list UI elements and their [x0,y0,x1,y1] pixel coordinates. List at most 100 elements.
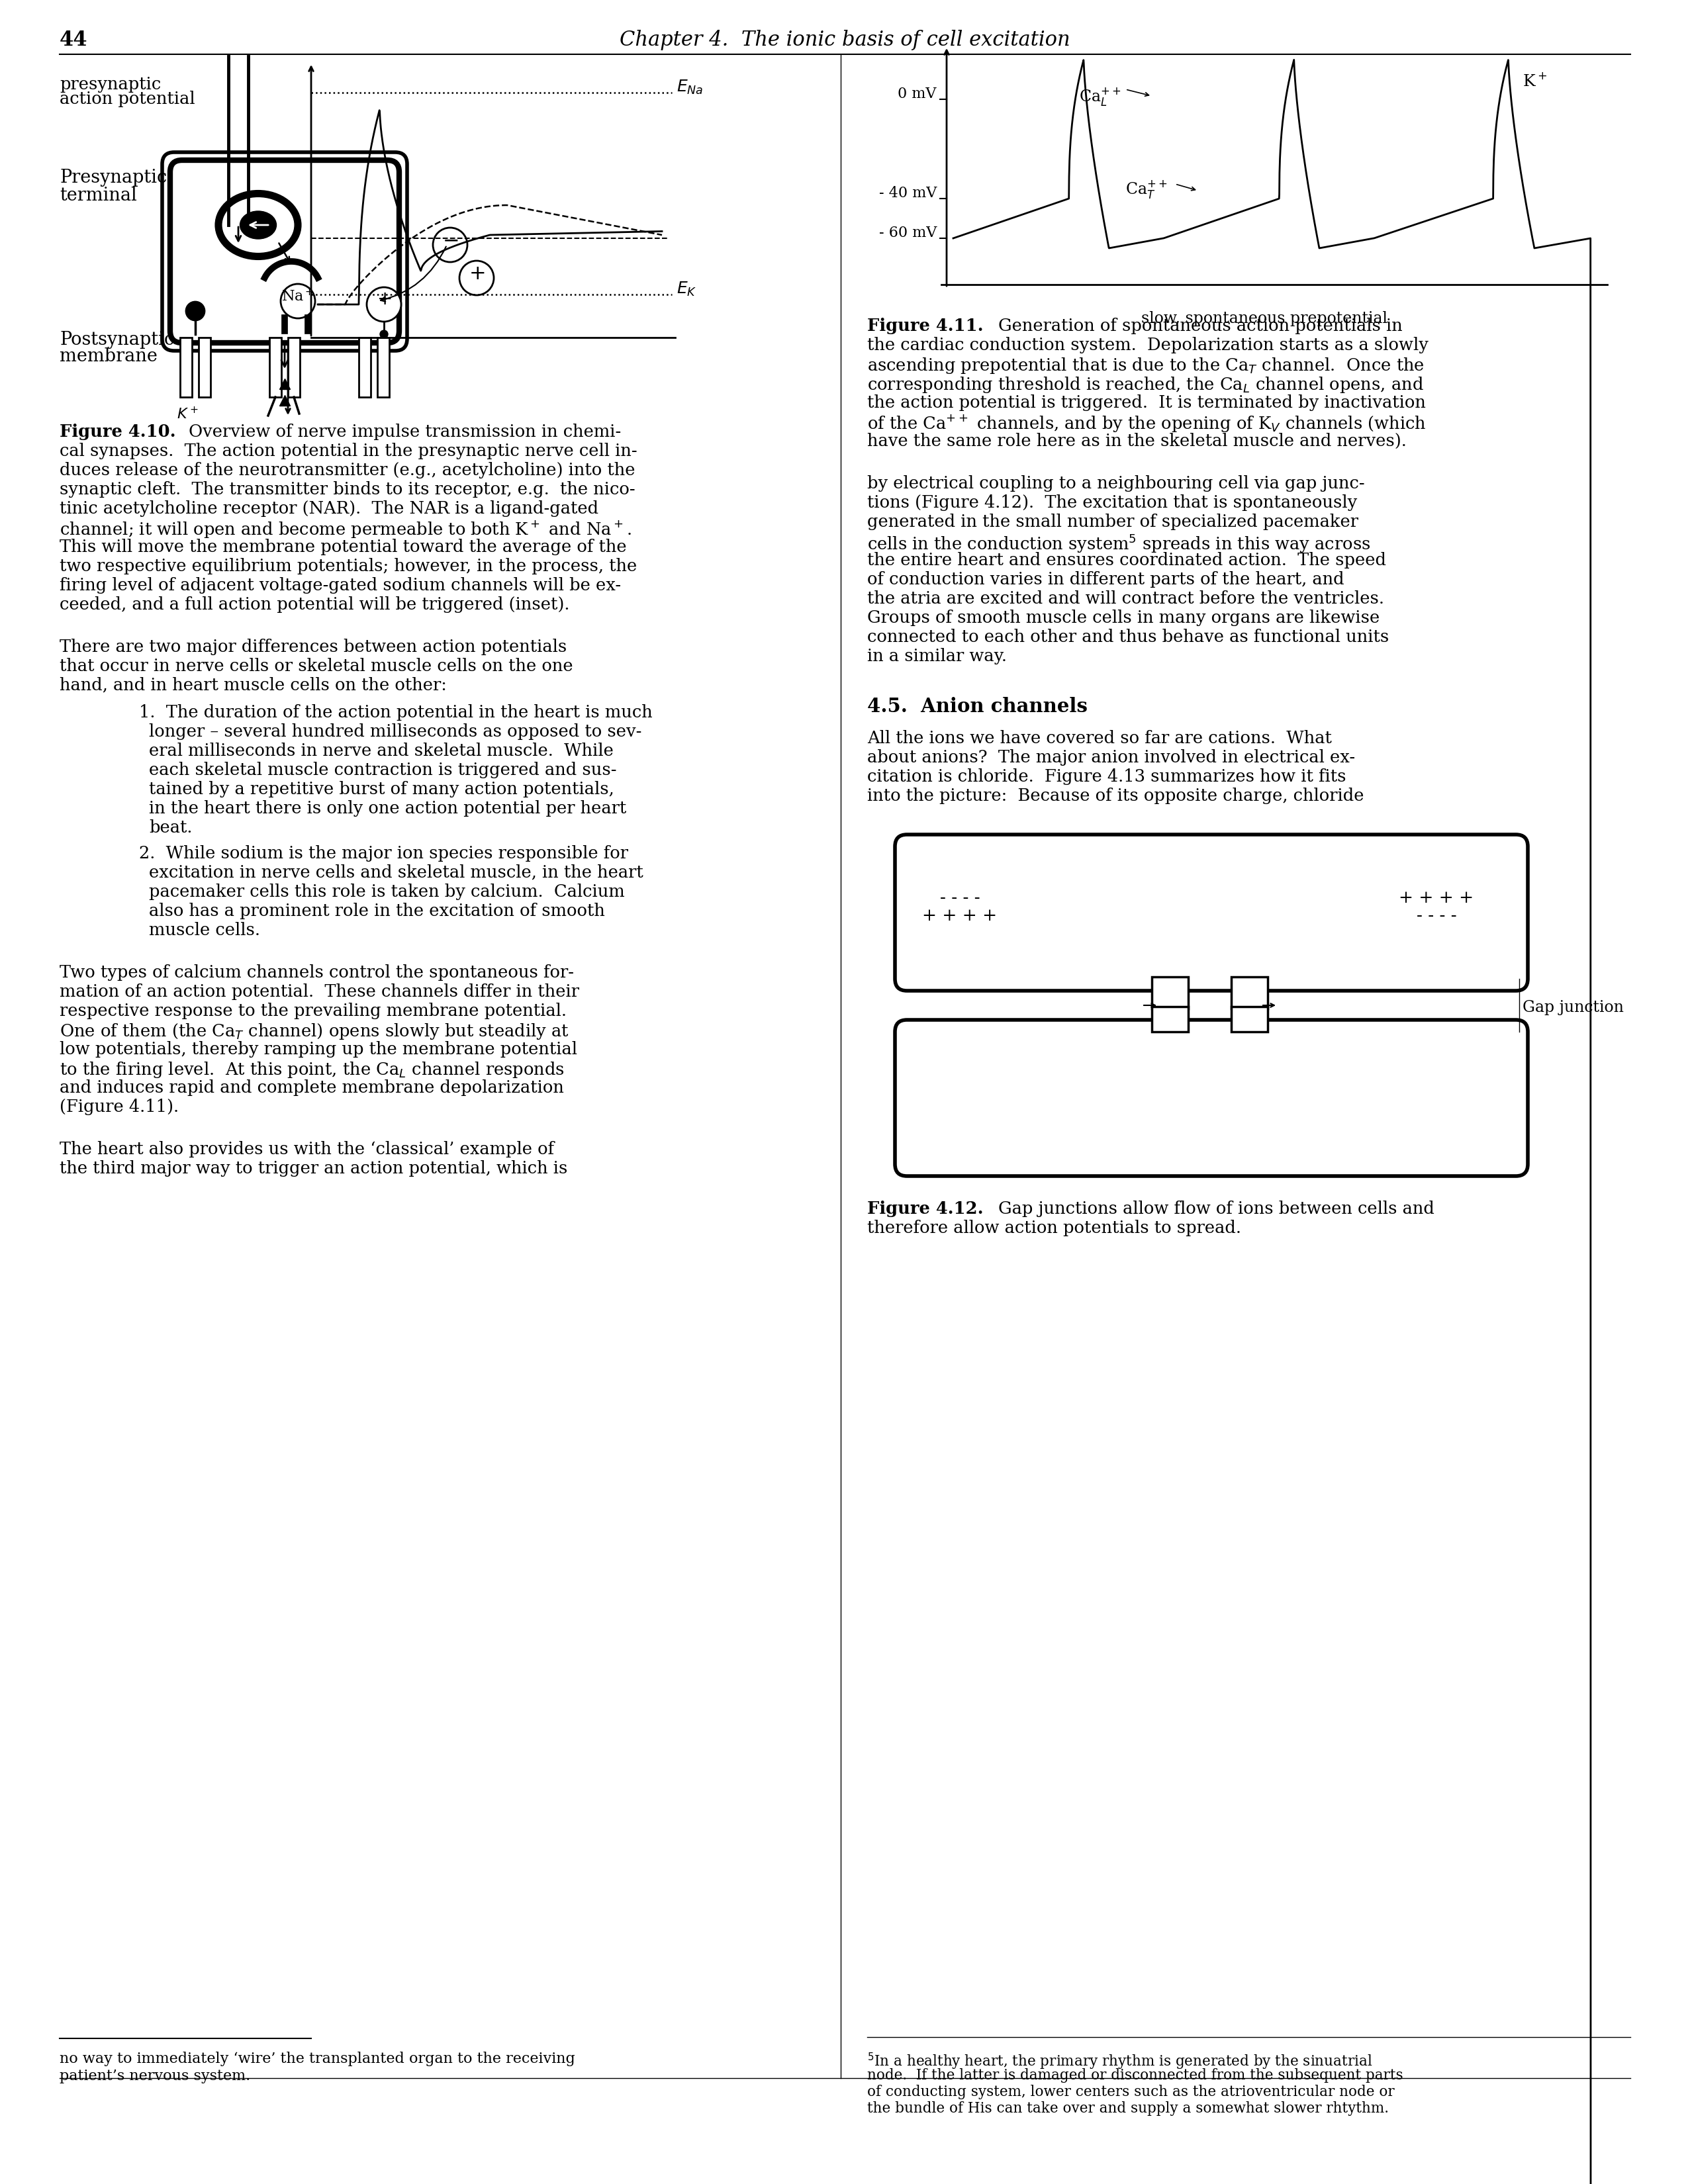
Text: tained by a repetitive burst of many action potentials,: tained by a repetitive burst of many act… [149,782,613,797]
Ellipse shape [240,212,277,238]
Text: $+$: $+$ [468,262,485,284]
Text: 2.  While sodium is the major ion species responsible for: 2. While sodium is the major ion species… [139,845,629,863]
Bar [1153,976,1188,1009]
Text: $-$: $-$ [443,229,458,251]
Text: by electrical coupling to a neighbouring cell via gap junc-: by electrical coupling to a neighbouring… [867,476,1366,491]
Text: Figure 4.10.: Figure 4.10. [59,424,188,441]
Text: tinic acetylcholine receptor (NAR).  The NAR is a ligand-gated: tinic acetylcholine receptor (NAR). The … [59,500,598,518]
Text: mation of an action potential.  These channels differ in their: mation of an action potential. These cha… [59,983,580,1000]
Text: have the same role here as in the skeletal muscle and nerves).: have the same role here as in the skelet… [867,432,1406,450]
Text: low potentials, thereby ramping up the membrane potential: low potentials, thereby ramping up the m… [59,1042,578,1057]
Text: Gap junction: Gap junction [1523,1000,1624,1016]
Text: Presynaptic: Presynaptic [59,168,167,186]
Text: the bundle of His can take over and supply a somewhat slower rhtythm.: the bundle of His can take over and supp… [867,2101,1389,2116]
Text: $E_K$: $E_K$ [676,280,696,297]
Text: $^5$In a healthy heart, the primary rhythm is generated by the sinuatrial: $^5$In a healthy heart, the primary rhyt… [867,2051,1372,2073]
Bar [199,339,211,397]
Text: hand, and in heart muscle cells on the other:: hand, and in heart muscle cells on the o… [59,677,446,695]
Text: into the picture:  Because of its opposite charge, chloride: into the picture: Because of its opposit… [867,788,1364,804]
Circle shape [433,227,468,262]
Text: of conduction varies in different parts of the heart, and: of conduction varies in different parts … [867,572,1344,587]
Text: ceeded, and a full action potential will be triggered (inset).: ceeded, and a full action potential will… [59,596,570,614]
Text: muscle cells.: muscle cells. [149,922,260,939]
Text: cal synapses.  The action potential in the presynaptic nerve cell in-: cal synapses. The action potential in th… [59,443,637,459]
Text: - 40 mV: - 40 mV [879,186,936,201]
Text: membrane: membrane [59,347,157,365]
Text: + + + +: + + + + [923,906,997,924]
Text: of the Ca$^{++}$ channels, and by the opening of K$_V$ channels (which: of the Ca$^{++}$ channels, and by the op… [867,413,1426,435]
Text: generated in the small number of specialized pacemaker: generated in the small number of special… [867,513,1359,531]
Bar [287,339,299,397]
Text: to the firing level.  At this point, the Ca$_L$ channel responds: to the firing level. At this point, the … [59,1059,564,1079]
Text: about anions?  The major anion involved in electrical ex-: about anions? The major anion involved i… [867,749,1355,767]
Text: firing level of adjacent voltage-gated sodium channels will be ex-: firing level of adjacent voltage-gated s… [59,577,620,594]
FancyBboxPatch shape [896,834,1528,992]
Text: K$^+$: K$^+$ [1523,72,1546,90]
Text: each skeletal muscle contraction is triggered and sus-: each skeletal muscle contraction is trig… [149,762,617,778]
Text: slow, spontaneous prepotential: slow, spontaneous prepotential [1141,310,1387,325]
Text: All the ions we have covered so far are cations.  What: All the ions we have covered so far are … [867,729,1332,747]
FancyBboxPatch shape [896,1020,1528,1175]
Text: $K^+$: $K^+$ [176,406,198,422]
Text: the action potential is triggered.  It is terminated by inactivation: the action potential is triggered. It is… [867,395,1426,411]
Text: Gap junctions allow flow of ions between cells and: Gap junctions allow flow of ions between… [999,1201,1435,1216]
Text: eral milliseconds in nerve and skeletal muscle.  While: eral milliseconds in nerve and skeletal … [149,743,613,760]
Text: cells in the conduction system$^5$ spreads in this way across: cells in the conduction system$^5$ sprea… [867,533,1371,555]
Text: beat.: beat. [149,819,193,836]
Bar [358,339,370,397]
Text: - 60 mV: - 60 mV [879,225,936,240]
Text: no way to immediately ‘wire’ the transplanted organ to the receiving: no way to immediately ‘wire’ the transpl… [59,2051,575,2066]
Text: Figure 4.11.: Figure 4.11. [867,317,995,334]
Bar [181,339,193,397]
Text: and induces rapid and complete membrane depolarization: and induces rapid and complete membrane … [59,1079,564,1096]
Text: There are two major differences between action potentials: There are two major differences between … [59,638,566,655]
Text: Groups of smooth muscle cells in many organs are likewise: Groups of smooth muscle cells in many or… [867,609,1379,627]
Text: also has a prominent role in the excitation of smooth: also has a prominent role in the excitat… [149,902,605,919]
Text: 4.5.  Anion channels: 4.5. Anion channels [867,697,1088,716]
Text: pacemaker cells this role is taken by calcium.  Calcium: pacemaker cells this role is taken by ca… [149,885,625,900]
Text: respective response to the prevailing membrane potential.: respective response to the prevailing me… [59,1002,566,1020]
Text: This will move the membrane potential toward the average of the: This will move the membrane potential to… [59,539,627,555]
Text: Ca$^{++}_{T}$: Ca$^{++}_{T}$ [1126,179,1168,201]
Text: - - - -: - - - - [1416,906,1457,924]
Text: 44: 44 [59,31,88,50]
Circle shape [460,260,493,295]
Text: + + + +: + + + + [1399,889,1474,906]
Text: the atria are excited and will contract before the ventricles.: the atria are excited and will contract … [867,590,1384,607]
Text: Generation of spontaneous action potentials in: Generation of spontaneous action potenti… [999,317,1403,334]
Text: presynaptic: presynaptic [59,76,161,92]
Text: synaptic cleft.  The transmitter binds to its receptor, e.g.  the nico-: synaptic cleft. The transmitter binds to… [59,480,635,498]
Text: One of them (the Ca$_T$ channel) opens slowly but steadily at: One of them (the Ca$_T$ channel) opens s… [59,1022,570,1042]
Text: in the heart there is only one action potential per heart: in the heart there is only one action po… [149,799,627,817]
Text: connected to each other and thus behave as functional units: connected to each other and thus behave … [867,629,1389,644]
Text: the entire heart and ensures coordinated action.  The speed: the entire heart and ensures coordinated… [867,553,1386,568]
Text: duces release of the neurotransmitter (e.g., acetylcholine) into the: duces release of the neurotransmitter (e… [59,463,635,478]
Text: that occur in nerve cells or skeletal muscle cells on the one: that occur in nerve cells or skeletal mu… [59,657,573,675]
Text: the third major way to trigger an action potential, which is: the third major way to trigger an action… [59,1160,568,1177]
Bar [269,339,281,397]
Text: 1.  The duration of the action potential in the heart is much: 1. The duration of the action potential … [139,703,652,721]
Text: citation is chloride.  Figure 4.13 summarizes how it fits: citation is chloride. Figure 4.13 summar… [867,769,1347,784]
Text: Ca$^{++}_{L}$: Ca$^{++}_{L}$ [1078,85,1120,107]
Text: (Figure 4.11).: (Figure 4.11). [59,1099,179,1116]
Text: corresponding threshold is reached, the Ca$_L$ channel opens, and: corresponding threshold is reached, the … [867,376,1423,395]
Text: longer – several hundred milliseconds as opposed to sev-: longer – several hundred milliseconds as… [149,723,642,740]
Bar [377,339,389,397]
Text: ascending prepotential that is due to the Ca$_T$ channel.  Once the: ascending prepotential that is due to th… [867,356,1425,376]
Text: the cardiac conduction system.  Depolarization starts as a slowly: the cardiac conduction system. Depolariz… [867,336,1428,354]
Circle shape [367,288,401,321]
Text: channel; it will open and become permeable to both K$^+$ and Na$^+$.: channel; it will open and become permeab… [59,520,632,539]
Text: therefore allow action potentials to spread.: therefore allow action potentials to spr… [867,1219,1240,1236]
Text: terminal: terminal [59,186,137,205]
Ellipse shape [218,194,297,256]
Text: two respective equilibrium potentials; however, in the process, the: two respective equilibrium potentials; h… [59,557,637,574]
Circle shape [281,284,314,319]
Text: node.  If the latter is damaged or disconnected from the subsequent parts: node. If the latter is damaged or discon… [867,2068,1403,2084]
Bar [1232,976,1268,1009]
Text: Figure 4.12.: Figure 4.12. [867,1201,995,1216]
Text: of conducting system, lower centers such as the atrioventricular node or: of conducting system, lower centers such… [867,2086,1394,2099]
Text: The heart also provides us with the ‘classical’ example of: The heart also provides us with the ‘cla… [59,1140,554,1158]
Text: Postsynaptic: Postsynaptic [59,332,174,349]
Bar [1153,1007,1188,1031]
Text: $+$: $+$ [377,290,392,308]
